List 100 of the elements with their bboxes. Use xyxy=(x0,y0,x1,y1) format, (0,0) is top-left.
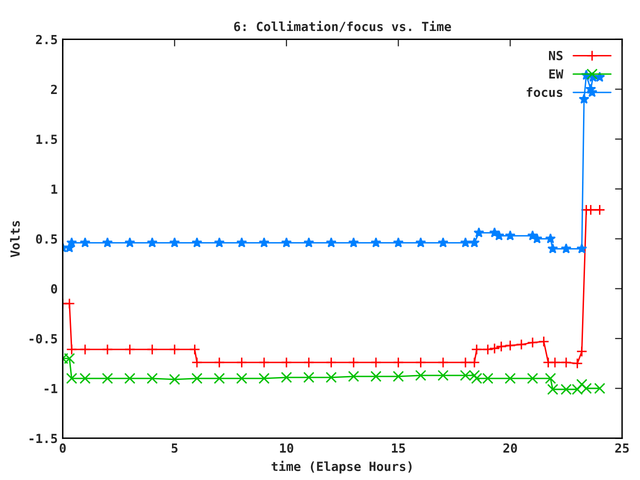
y-tick-label: 0 xyxy=(51,284,58,294)
point xyxy=(576,346,588,358)
point xyxy=(236,237,248,248)
point xyxy=(392,370,404,382)
point xyxy=(560,243,572,254)
point xyxy=(66,344,78,356)
y-tick-label: 2.5 xyxy=(36,34,58,44)
point xyxy=(348,237,359,248)
x-tick-label: 15 xyxy=(392,443,406,453)
point xyxy=(124,372,136,384)
point xyxy=(169,374,180,385)
point xyxy=(214,356,225,368)
point xyxy=(576,243,588,254)
point xyxy=(438,237,448,248)
point xyxy=(146,372,158,384)
point xyxy=(236,356,248,368)
point xyxy=(80,237,90,248)
legend-label: NS xyxy=(549,50,563,60)
point xyxy=(474,227,484,238)
point xyxy=(80,344,91,356)
point xyxy=(146,344,158,356)
point xyxy=(66,237,77,248)
point xyxy=(370,356,382,368)
point xyxy=(460,356,472,368)
point xyxy=(326,372,337,383)
point xyxy=(504,372,516,384)
point xyxy=(549,356,561,368)
point xyxy=(516,338,527,350)
y-tick-label: 1 xyxy=(51,184,58,194)
point xyxy=(64,352,75,364)
point xyxy=(304,237,314,248)
point xyxy=(80,372,91,384)
point xyxy=(544,372,556,384)
point xyxy=(392,356,404,368)
x-axis-title: time (Elapse Hours) xyxy=(272,460,412,474)
point xyxy=(460,237,471,248)
point xyxy=(189,344,200,356)
point xyxy=(576,378,588,390)
point xyxy=(326,356,337,368)
y-tick-label: -1.5 xyxy=(30,434,58,444)
point xyxy=(438,356,449,368)
point xyxy=(545,233,556,244)
point xyxy=(560,356,572,368)
point xyxy=(258,372,270,384)
point xyxy=(281,237,292,248)
point xyxy=(102,372,114,384)
x-tick-label: 0 xyxy=(60,443,66,453)
point xyxy=(191,372,203,384)
point xyxy=(594,204,606,216)
y-tick-label: 2 xyxy=(51,84,57,94)
point xyxy=(527,336,538,348)
point xyxy=(102,237,113,248)
point xyxy=(192,237,202,248)
point xyxy=(547,243,558,254)
point xyxy=(348,356,360,368)
point xyxy=(124,344,136,356)
point xyxy=(538,336,550,348)
point xyxy=(214,372,225,384)
point xyxy=(415,370,426,381)
point xyxy=(102,344,114,356)
point xyxy=(370,370,382,382)
point xyxy=(415,237,426,248)
y-axis-title: Volts xyxy=(10,221,20,258)
point xyxy=(348,370,360,382)
x-tick-label: 25 xyxy=(615,443,629,453)
point xyxy=(303,356,314,368)
legend-label: focus xyxy=(526,87,562,97)
point xyxy=(214,237,225,248)
point xyxy=(594,382,606,394)
point xyxy=(280,372,292,383)
point xyxy=(496,340,507,352)
point xyxy=(572,358,583,370)
point xyxy=(258,237,270,248)
point xyxy=(280,356,292,368)
y-tick-label: -0.5 xyxy=(30,334,58,344)
point xyxy=(482,344,494,356)
point xyxy=(471,344,482,356)
point xyxy=(236,372,248,384)
y-tick-label: 1.5 xyxy=(36,134,58,144)
legend-label: EW xyxy=(549,69,564,78)
point xyxy=(124,237,136,248)
point xyxy=(469,237,480,248)
point xyxy=(527,372,538,384)
y-tick-label: -1 xyxy=(44,384,58,394)
point xyxy=(169,237,180,248)
point xyxy=(415,356,426,368)
point xyxy=(468,356,480,368)
point xyxy=(547,384,558,395)
point xyxy=(146,237,158,248)
point xyxy=(169,344,180,356)
point xyxy=(303,372,314,383)
point xyxy=(191,356,203,368)
point xyxy=(578,94,590,104)
x-tick-label: 10 xyxy=(280,443,294,453)
point xyxy=(504,230,516,240)
x-tick-label: 20 xyxy=(503,443,517,453)
point xyxy=(326,237,337,248)
point xyxy=(438,370,449,381)
point xyxy=(66,372,78,384)
point xyxy=(393,237,404,248)
